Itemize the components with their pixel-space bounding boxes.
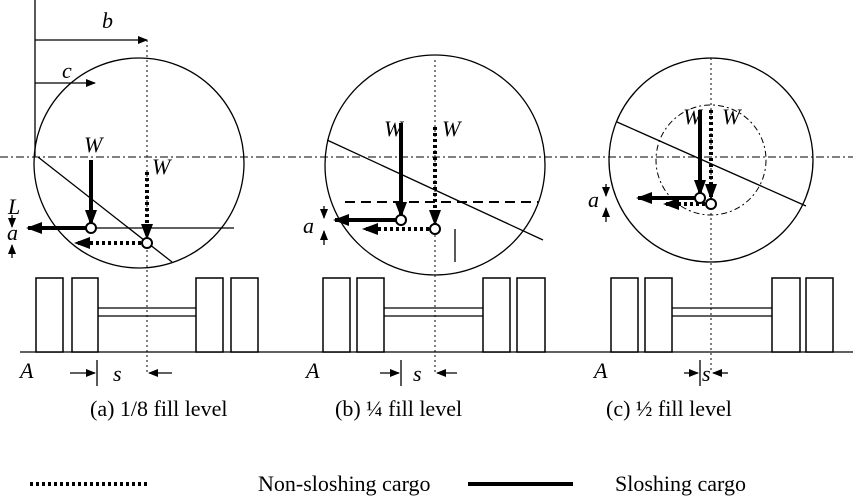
- wheel: [806, 278, 833, 352]
- cg: [396, 215, 406, 225]
- label: c: [62, 58, 72, 83]
- panel-b: W W a A s (b) ¼ fill level: [303, 55, 545, 421]
- wheel: [323, 278, 350, 352]
- panel-c: W W a A s (c) ½ fill level: [588, 58, 833, 421]
- legend: Non-sloshing cargo Sloshing cargo: [30, 471, 746, 496]
- label: a: [588, 187, 599, 212]
- wheel: [483, 278, 510, 352]
- label: s: [702, 361, 711, 386]
- label: W: [152, 154, 172, 179]
- label: W: [683, 104, 703, 129]
- wheel: [517, 278, 545, 352]
- label: s: [413, 361, 422, 386]
- diagram: b c W W L a A s (a) 1/8 fill level W W a…: [0, 0, 853, 499]
- cg: [706, 199, 716, 209]
- cg: [430, 224, 440, 234]
- label: L: [7, 194, 20, 219]
- caption: (a) 1/8 fill level: [90, 396, 227, 421]
- wheel: [72, 278, 98, 352]
- label: b: [102, 8, 113, 33]
- label: W: [442, 116, 462, 141]
- label: s: [113, 361, 122, 386]
- wheel: [196, 278, 223, 352]
- label: A: [304, 358, 320, 383]
- panel-a: b c W W L a A s (a) 1/8 fill level: [7, 0, 258, 421]
- cg: [86, 223, 96, 233]
- legend-label: Non-sloshing cargo: [258, 471, 431, 496]
- label: W: [722, 104, 742, 129]
- caption: (b) ¼ fill level: [335, 396, 462, 421]
- cg: [142, 238, 152, 248]
- label: W: [84, 132, 104, 157]
- wheel: [231, 278, 258, 352]
- wheel: [645, 278, 672, 352]
- label: a: [303, 213, 314, 238]
- wheel: [357, 278, 384, 352]
- wheel: [611, 278, 638, 352]
- cg: [695, 193, 705, 203]
- wheel: [772, 278, 800, 352]
- wheel: [36, 278, 63, 352]
- label: A: [18, 358, 34, 383]
- label: W: [384, 116, 404, 141]
- label: A: [592, 358, 608, 383]
- legend-label: Sloshing cargo: [615, 471, 746, 496]
- caption: (c) ½ fill level: [606, 396, 732, 421]
